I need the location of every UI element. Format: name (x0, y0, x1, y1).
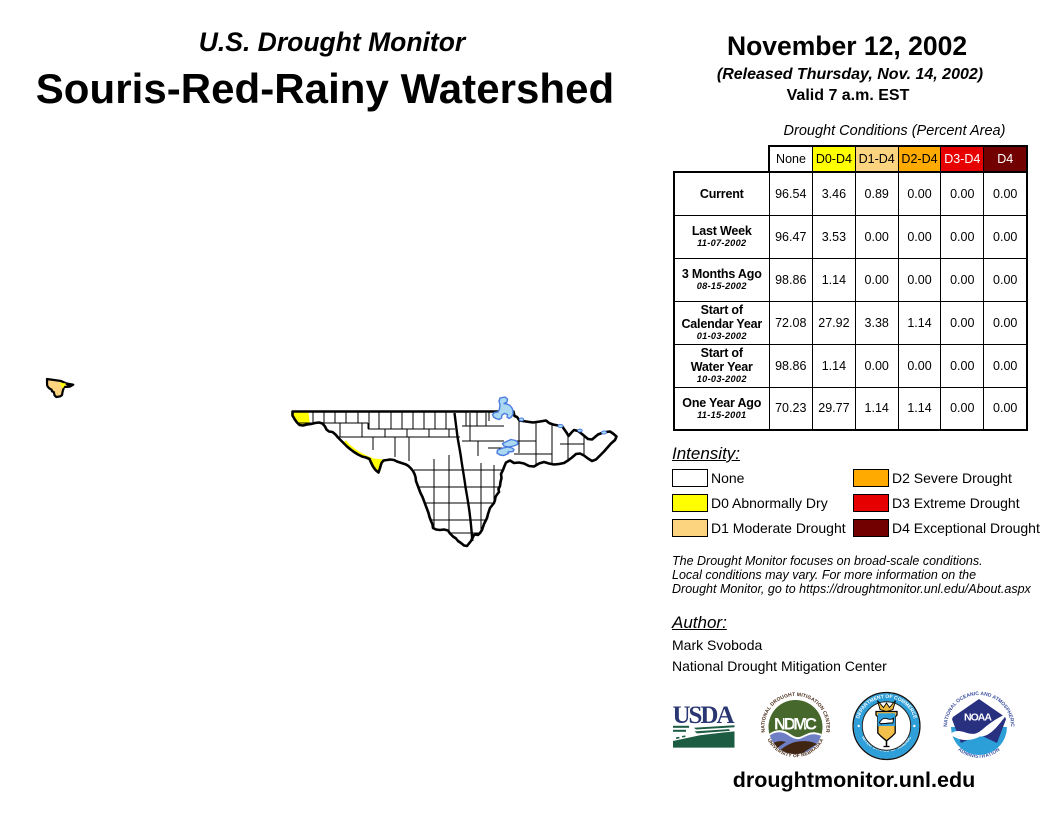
svg-text:UNITED STATES OF AMERICA: UNITED STATES OF AMERICA (0, 0, 912, 753)
svg-text:NDMC: NDMC (774, 715, 817, 734)
svg-text:USDA: USDA (673, 702, 735, 729)
svg-text:NOAA: NOAA (964, 712, 992, 724)
